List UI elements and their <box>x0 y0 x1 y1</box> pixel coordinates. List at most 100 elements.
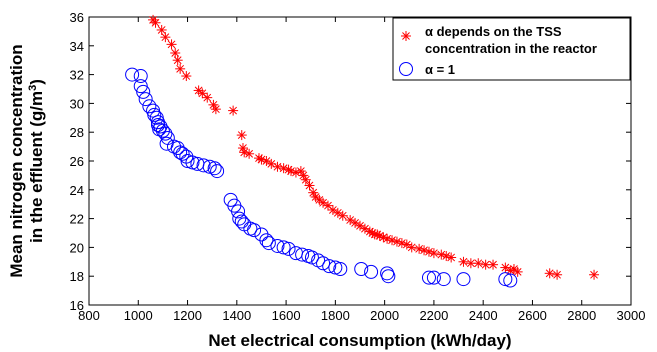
data-point-circle <box>158 126 173 141</box>
data-point-circle <box>155 123 170 138</box>
asterisk-stroke <box>466 259 475 268</box>
series-alpha-depends-tss <box>148 14 600 280</box>
data-point-circle <box>254 227 269 242</box>
data-point-circle <box>364 264 379 279</box>
data-point-asterisk <box>359 223 370 234</box>
y-tick-label: 32 <box>70 68 84 83</box>
data-point-asterisk <box>150 17 161 28</box>
data-point-asterisk <box>244 148 255 159</box>
data-point-circle <box>138 92 153 107</box>
data-point-asterisk <box>355 220 365 231</box>
asterisk-stroke <box>489 260 497 269</box>
asterisk-stroke <box>240 148 249 157</box>
data-point-asterisk <box>552 269 563 280</box>
asterisk-stroke <box>315 195 324 204</box>
legend-label-series-2: α = 1 <box>425 62 455 77</box>
data-point-asterisk <box>298 170 309 181</box>
y-tick-label: 20 <box>70 240 84 255</box>
data-point-circle <box>259 233 274 248</box>
data-point-circle <box>322 259 337 274</box>
asterisk-stroke <box>296 167 305 175</box>
asterisk-stroke <box>513 267 522 276</box>
data-point-asterisk <box>160 32 171 43</box>
data-point-circle <box>261 236 276 251</box>
data-point-asterisk <box>488 259 499 270</box>
asterisk-stroke <box>299 171 308 180</box>
data-point-circle <box>295 247 310 262</box>
data-point-asterisk <box>500 262 511 273</box>
data-point-circle <box>133 79 148 94</box>
asterisk-stroke <box>346 216 355 224</box>
data-point-asterisk <box>544 268 555 279</box>
asterisk-stroke <box>173 56 182 65</box>
asterisk-stroke <box>319 198 327 207</box>
data-point-circle <box>247 223 262 238</box>
legend-box <box>392 17 631 81</box>
asterisk-stroke <box>301 175 310 184</box>
y-axis-label-line-2-main: in the effluent (g/m <box>27 91 46 243</box>
x-tick-label: 800 <box>78 308 100 323</box>
asterisk-stroke <box>388 236 396 245</box>
y-tick-label: 34 <box>70 39 84 54</box>
asterisk-stroke <box>510 265 518 273</box>
legend-asterisk-glyph <box>401 31 411 41</box>
asterisk-stroke <box>262 157 271 165</box>
y-axis-ticks: 16 18 20 22 24 26 28 30 32 34 36 <box>70 10 631 313</box>
data-point-asterisk <box>166 39 177 50</box>
series-alpha-equals-1 <box>125 67 518 288</box>
data-point-circle <box>436 272 451 287</box>
asterisk-stroke <box>198 89 207 98</box>
asterisk-stroke <box>501 263 510 272</box>
asterisk-stroke <box>209 100 218 109</box>
data-point-asterisk <box>272 161 283 172</box>
legend-asterisk-marker <box>401 31 411 41</box>
asterisk-stroke <box>393 237 401 246</box>
data-point-asterisk <box>512 266 523 277</box>
data-point-asterisk <box>172 55 183 66</box>
y-axis-label-line-2-end: ) <box>27 79 46 85</box>
data-point-circle <box>153 119 168 134</box>
asterisk-stroke <box>176 64 185 73</box>
asterisk-stroke <box>292 168 300 177</box>
asterisk-stroke <box>279 164 288 173</box>
asterisk-stroke <box>375 231 384 240</box>
asterisk-stroke <box>415 244 424 253</box>
data-point-circle <box>426 270 441 285</box>
data-point-asterisk <box>170 48 181 58</box>
data-point-asterisk <box>261 156 272 166</box>
data-point-circle <box>150 115 165 130</box>
data-point-circle <box>234 214 249 229</box>
y-axis-label-line-1: Mean nitrogen concentration <box>7 44 26 277</box>
x-tick-label: 2400 <box>469 308 498 323</box>
asterisk-stroke <box>383 234 391 243</box>
asterisk-stroke <box>211 105 220 114</box>
asterisk-stroke <box>151 18 160 27</box>
asterisk-stroke <box>481 260 490 269</box>
y-tick-label: 26 <box>70 154 84 169</box>
data-point-asterisk <box>423 246 434 257</box>
asterisk-stroke <box>338 211 347 220</box>
asterisk-stroke <box>474 259 483 268</box>
asterisk-stroke <box>237 131 246 139</box>
asterisk-stroke <box>324 201 332 210</box>
data-point-asterisk <box>465 258 476 269</box>
x-tick-label: 2600 <box>518 308 547 323</box>
asterisk-stroke <box>420 246 428 255</box>
asterisk-stroke <box>545 269 554 278</box>
data-point-circle <box>456 272 471 287</box>
data-point-asterisk <box>314 194 325 205</box>
data-point-circle <box>231 204 246 219</box>
legend: α depends on the TSS concentration in th… <box>392 17 631 81</box>
data-point-asterisk <box>308 187 319 198</box>
data-point-circle <box>304 250 319 265</box>
data-point-circle <box>142 99 157 114</box>
data-point-circle <box>354 262 369 276</box>
asterisk-stroke <box>442 252 451 260</box>
asterisk-stroke <box>590 270 598 279</box>
asterisk-stroke <box>203 93 212 102</box>
asterisk-stroke <box>239 144 247 152</box>
data-point-circle <box>381 269 396 284</box>
data-point-circle <box>333 262 348 276</box>
asterisk-stroke <box>379 233 388 242</box>
legend-circle-marker <box>399 62 413 76</box>
